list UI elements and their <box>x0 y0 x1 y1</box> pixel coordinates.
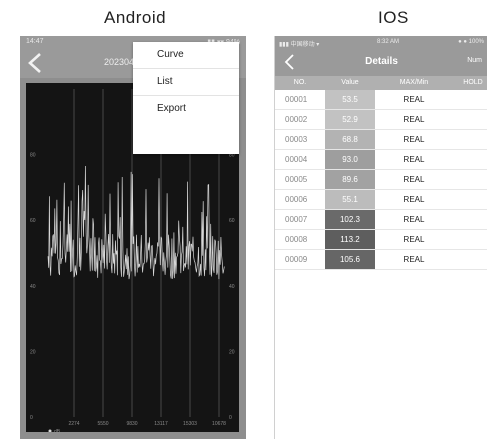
legend-label: dB <box>54 429 61 432</box>
cell-maxmin: REAL <box>403 95 425 104</box>
android-bottom-bar <box>20 433 246 439</box>
y-tick-label-right: 80 <box>229 153 235 159</box>
table-row[interactable]: 00001 53.5 REAL <box>275 90 487 110</box>
y-tick-label-right: 20 <box>229 349 235 355</box>
back-arrow-icon[interactable] <box>26 52 46 74</box>
ios-title: Details <box>365 56 398 67</box>
cell-no: 00009 <box>285 255 308 264</box>
cell-maxmin: REAL <box>403 195 425 204</box>
header-no: NO. <box>293 79 307 86</box>
table-row[interactable]: 00002 52.9 REAL <box>275 110 487 130</box>
table-row[interactable]: 00008 113.2 REAL <box>275 230 487 250</box>
cell-maxmin: REAL <box>403 235 425 244</box>
ios-status-carrier: ▮▮▮ 中国移动 ▾ <box>279 42 320 48</box>
x-tick-label: 2274 <box>68 421 79 427</box>
ios-label: IOS <box>378 8 409 27</box>
menu-item-export[interactable]: Export <box>157 103 186 114</box>
y-tick-label: 0 <box>30 415 33 421</box>
android-label: Android <box>104 8 167 27</box>
ios-status-time: 8:32 AM <box>377 39 400 45</box>
cell-maxmin: REAL <box>403 135 425 144</box>
ios-status-bar: ▮▮▮ 中国移动 ▾ 8:32 AM ● ● 100% <box>275 36 487 48</box>
table-row[interactable]: 00009 105.6 REAL <box>275 250 487 270</box>
y-tick-label: 60 <box>30 218 36 224</box>
cell-no: 00005 <box>285 175 308 184</box>
cell-maxmin: REAL <box>403 175 425 184</box>
cell-maxmin: REAL <box>403 255 425 264</box>
legend-marker <box>48 429 52 432</box>
ios-screen: ▮▮▮ 中国移动 ▾ 8:32 AM ● ● 100% Details Num … <box>274 36 487 439</box>
table-row[interactable]: 00003 68.8 REAL <box>275 130 487 150</box>
cell-no: 00008 <box>285 235 308 244</box>
num-button[interactable]: Num <box>467 57 482 64</box>
cell-no: 00002 <box>285 115 308 124</box>
table-row[interactable]: 00006 55.1 REAL <box>275 190 487 210</box>
menu-item-list[interactable]: List <box>133 69 239 96</box>
y-tick-label-right: 0 <box>229 415 232 421</box>
cell-no: 00007 <box>285 215 308 224</box>
x-tick-label: 9830 <box>126 421 137 427</box>
series-line <box>47 165 225 280</box>
x-tick-label: 10678 <box>212 421 226 427</box>
header-hold: HOLD <box>463 79 483 86</box>
cell-no: 00004 <box>285 155 308 164</box>
ios-status-icons: ● ● 100% <box>458 39 484 45</box>
y-tick-label-right: 60 <box>229 218 235 224</box>
cell-value: 102.3 <box>325 210 375 229</box>
header-value: Value <box>341 79 359 86</box>
cell-no: 00001 <box>285 95 308 104</box>
cell-maxmin: REAL <box>403 115 425 124</box>
menu-item-curve[interactable]: Curve <box>133 42 239 69</box>
cell-value: 52.9 <box>325 110 375 129</box>
cell-value: 105.6 <box>325 250 375 269</box>
cell-no: 00006 <box>285 195 308 204</box>
x-tick-label: 5550 <box>97 421 108 427</box>
cell-maxmin: REAL <box>403 215 425 224</box>
x-tick-label: 13117 <box>154 421 168 427</box>
table-row[interactable]: 00005 89.6 REAL <box>275 170 487 190</box>
ios-nav-bar: Details Num <box>275 48 487 76</box>
cell-value: 55.1 <box>325 190 375 209</box>
header-maxmin: MAX/Min <box>399 79 429 86</box>
y-tick-label: 40 <box>30 284 36 290</box>
y-tick-label: 80 <box>30 153 36 159</box>
cell-maxmin: REAL <box>403 155 425 164</box>
table-row[interactable]: 00007 102.3 REAL <box>275 210 487 230</box>
cell-value: 113.2 <box>325 230 375 249</box>
cell-no: 00003 <box>285 135 308 144</box>
cell-value: 68.8 <box>325 130 375 149</box>
android-dropdown-menu: Curve List Export <box>133 42 239 154</box>
y-tick-label-right: 40 <box>229 284 235 290</box>
cell-value: 53.5 <box>325 90 375 109</box>
cell-value: 93.0 <box>325 150 375 169</box>
x-tick-label: 15303 <box>183 421 197 427</box>
android-status-time: 14:47 <box>26 38 44 45</box>
table-row[interactable]: 00004 93.0 REAL <box>275 150 487 170</box>
cell-value: 89.6 <box>325 170 375 189</box>
table-body: 00001 53.5 REAL 00002 52.9 REAL 00003 68.8 REAL 0… <box>275 90 487 270</box>
back-chevron-icon[interactable] <box>283 54 297 70</box>
table-header: NO. Value MAX/Min HOLD <box>275 76 487 90</box>
y-tick-label: 20 <box>30 349 36 355</box>
